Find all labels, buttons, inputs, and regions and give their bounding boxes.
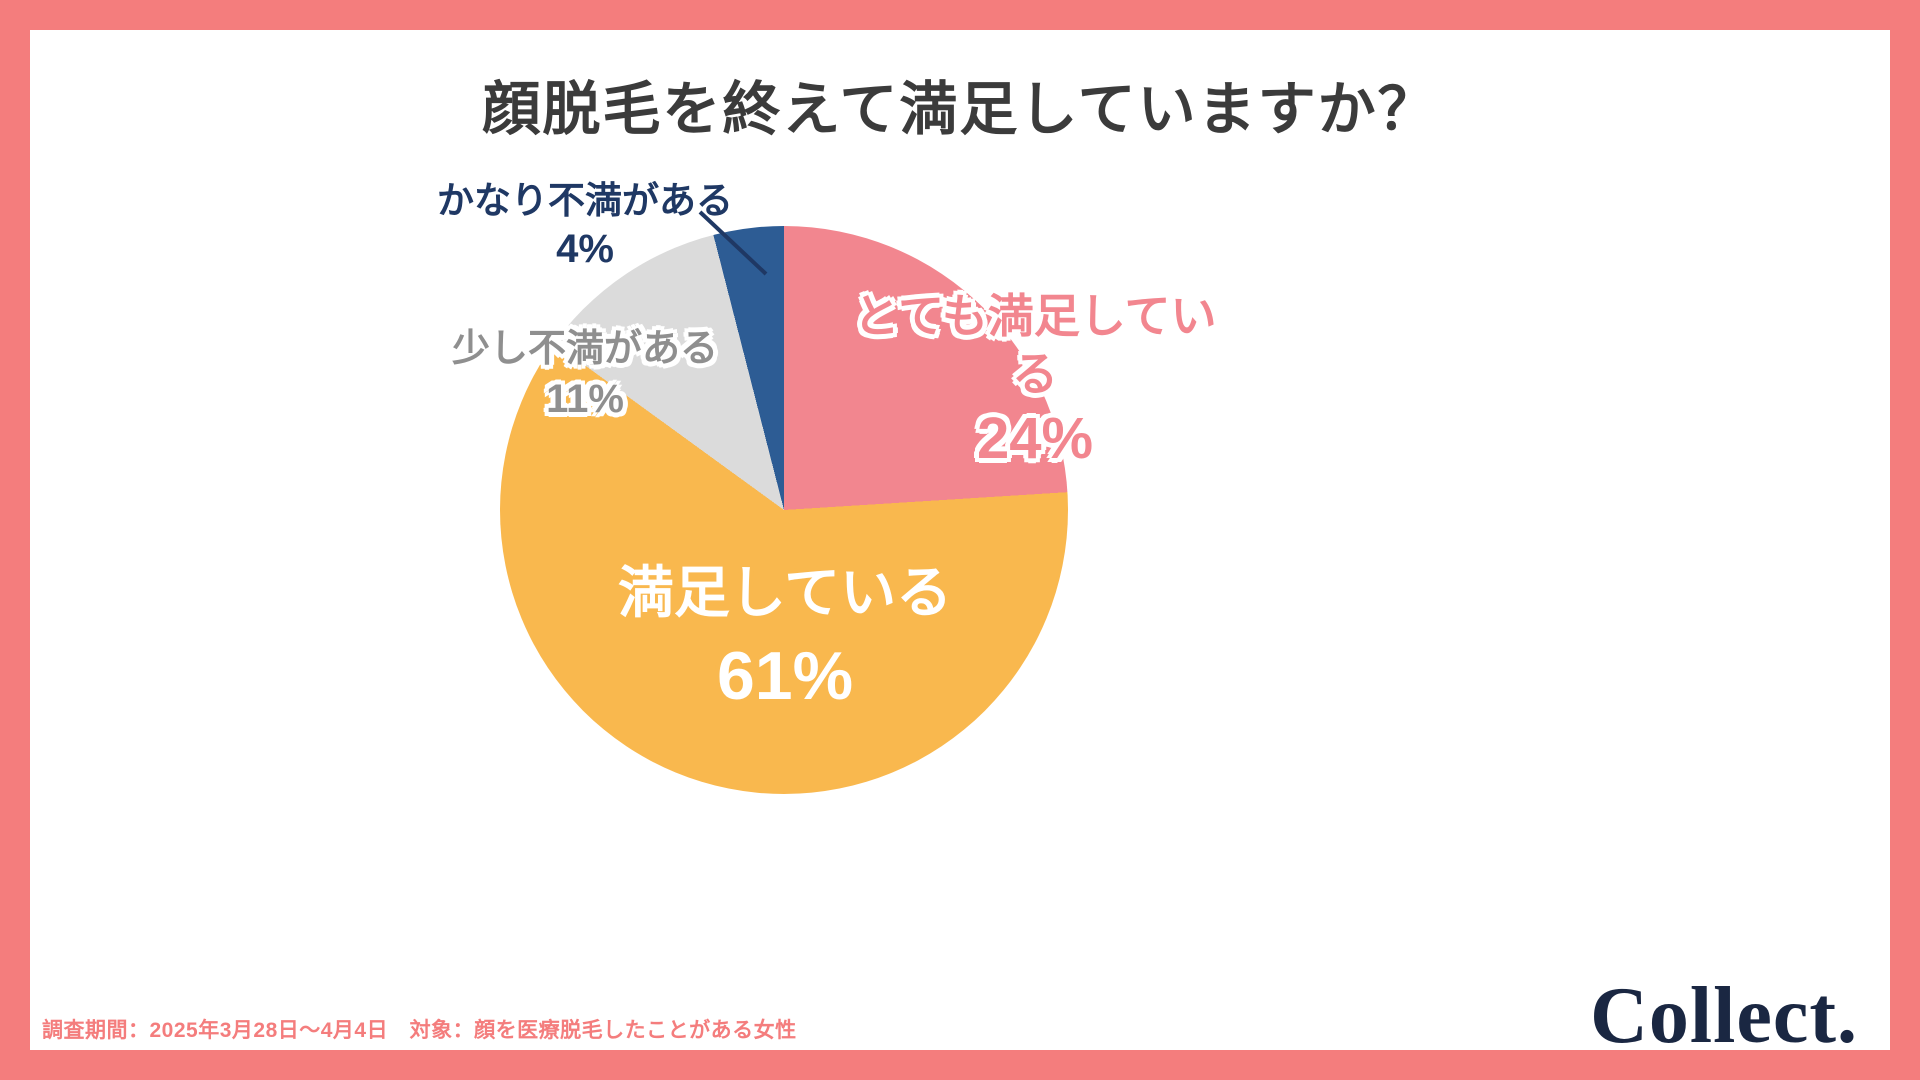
slice-label-very-dissatisfied: かなり不満がある 4%: [430, 178, 740, 274]
slice-percent: 61%: [716, 638, 854, 714]
slice-label-text: かなり不満がある: [437, 180, 733, 221]
collect-logo: Collect.: [1590, 972, 1858, 1060]
slice-percent: 11%: [546, 376, 624, 421]
survey-note: 調査期間：2025年3月28日～4月4日 対象：顔を医療脱毛したことがある女性: [42, 1019, 797, 1042]
slice-label-text: 満足している: [617, 561, 953, 624]
slice-label-slightly-dissatisfied: 少し不満がある 11%: [445, 326, 725, 424]
slice-percent: 24%: [976, 406, 1094, 471]
slice-percent: 4%: [556, 227, 614, 272]
slice-label-text: 少し不満がある: [451, 328, 718, 370]
slice-label-satisfied: 満足している 61%: [585, 558, 985, 719]
pie-chart: [500, 226, 1068, 794]
slice-label-very-satisfied: とても満足している 24%: [840, 288, 1230, 476]
slice-label-text: とても満足している: [853, 290, 1217, 400]
chart-title: 顔脱毛を終えて満足していますか？: [482, 77, 1438, 142]
